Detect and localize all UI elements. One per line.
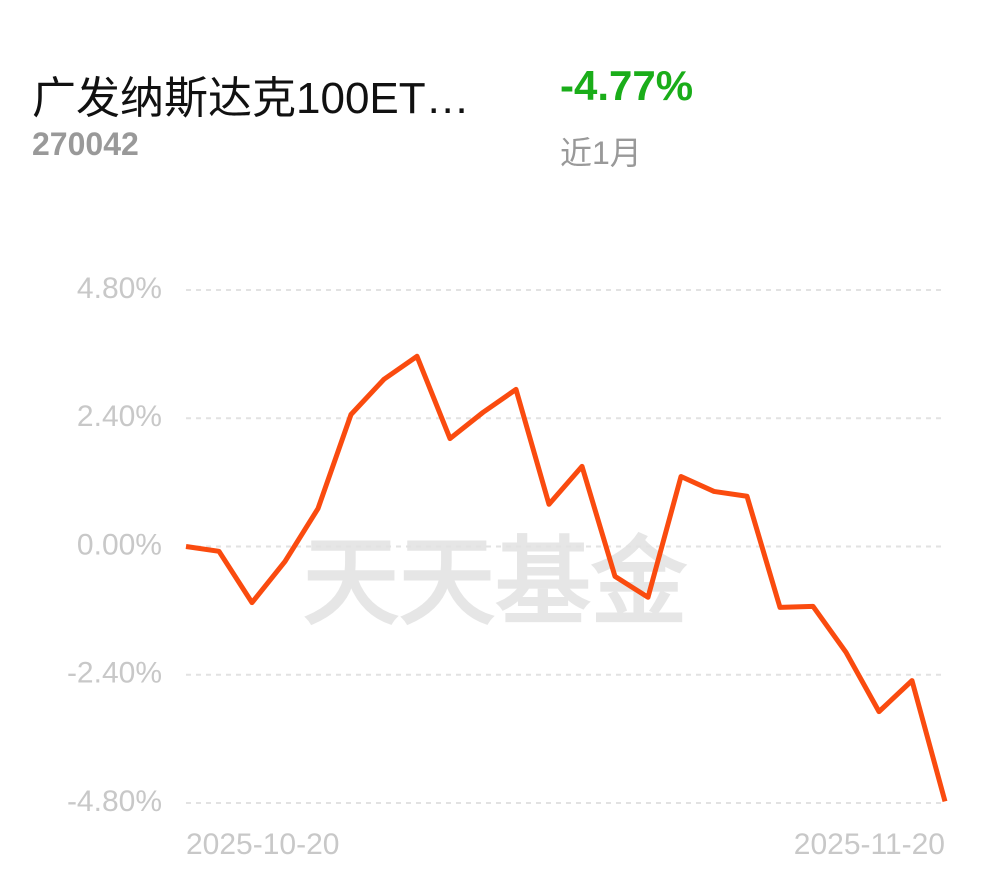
period-label: 近1月	[560, 135, 642, 171]
y-tick-label: -4.80%	[67, 785, 162, 818]
y-tick-label: -2.40%	[67, 657, 162, 690]
fund-name: 广发纳斯达克100ET…	[32, 74, 470, 123]
fund-code: 270042	[32, 126, 139, 162]
y-tick-label: 4.80%	[77, 272, 162, 305]
line	[185, 353, 948, 803]
y-tick-label: 2.40%	[77, 400, 162, 433]
x-tick-label: 2025-10-20	[186, 828, 339, 861]
watermark: 天天基金	[303, 529, 688, 636]
x-tick-label: 2025-11-20	[794, 828, 945, 861]
fund-return: -4.77%	[560, 62, 694, 109]
y-tick-label: 0.00%	[77, 528, 162, 561]
